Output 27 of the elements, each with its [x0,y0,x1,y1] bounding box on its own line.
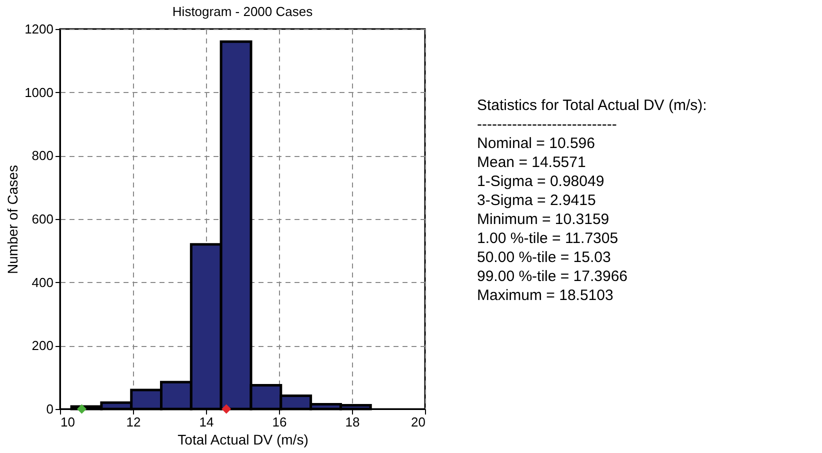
y-tick-label: 1200 [24,22,54,36]
x-tick-label: 10 [60,414,75,430]
text: Minimum = 10.3159 [477,211,610,228]
text: Nominal = 10.596 [477,135,595,152]
text: 1.00 %-tile = 11.7305 [477,230,618,247]
y-tick-label: 800 [32,148,54,164]
x-tick-label: 16 [272,414,287,430]
y-tick-label: 600 [32,212,54,226]
text: Mean = 14.5571 [477,154,586,171]
y-tick-label: 200 [32,338,54,354]
text: 3-Sigma = 2.9415 [477,192,596,209]
x-tick-label: 20 [411,414,426,430]
text: 1-Sigma = 0.98049 [477,173,604,190]
x-tick-label: 18 [345,414,360,430]
y-tick-label: 0 [46,402,54,416]
text: 50.00 %-tile = 15.03 [477,249,611,266]
x-axis-title: Total Actual DV (m/s) [178,432,308,448]
text: 99.00 %-tile = 17.3966 [477,268,628,285]
text: ---------------------------- [477,116,617,133]
chart-title: Histogram - 2000 Cases [172,4,314,19]
y-axis-title: Number of Cases [4,165,21,274]
text: Maximum = 18.5103 [477,287,614,304]
x-tick-label: 12 [126,414,141,430]
y-tick-label: 1000 [24,84,54,100]
text: Statistics for Total Actual DV (m/s): [477,97,707,114]
y-tick-label: 400 [32,274,54,290]
x-tick-label: 14 [199,414,214,430]
